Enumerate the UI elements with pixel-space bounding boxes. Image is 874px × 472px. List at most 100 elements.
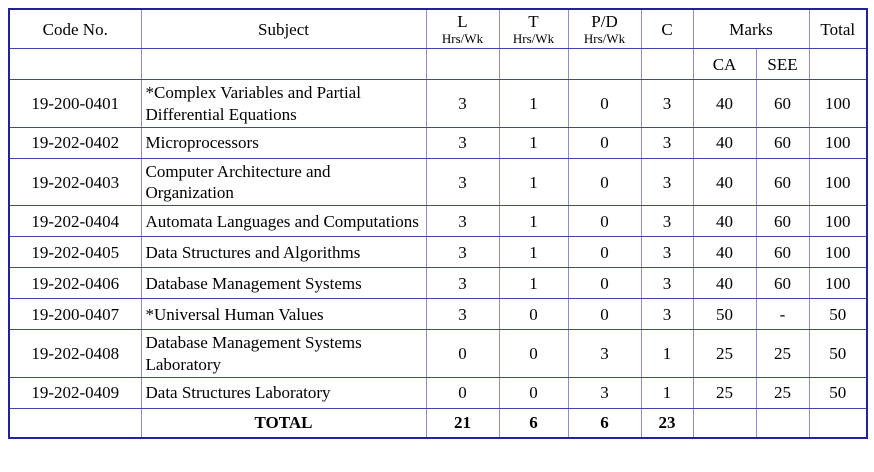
cell-practical-hrs: 3 <box>567 329 642 378</box>
cell-tutorial-hrs: 1 <box>498 126 569 159</box>
empty-cell <box>567 48 642 81</box>
cell-subject: Data Structures Laboratory <box>140 376 427 409</box>
cell-tutorial-hrs: 1 <box>498 236 569 269</box>
total-practical-hrs: 6 <box>567 407 642 439</box>
cell-total-marks: 100 <box>808 236 868 269</box>
cell-practical-hrs: 0 <box>567 79 642 128</box>
cell-see-marks: 60 <box>755 236 810 269</box>
empty-cell <box>8 407 142 439</box>
cell-total-marks: 100 <box>808 205 868 238</box>
cell-ca-marks: 25 <box>692 376 757 409</box>
course-credits-table: Code No. Subject L Hrs/Wk T Hrs/Wk P/D H… <box>8 8 869 439</box>
cell-code-no: 19-202-0408 <box>8 329 142 378</box>
empty-cell <box>498 48 569 81</box>
empty-cell <box>8 48 142 81</box>
header-code-no: Code No. <box>8 8 142 50</box>
header-lecture-letter: L <box>457 12 468 31</box>
cell-tutorial-hrs: 1 <box>498 267 569 300</box>
cell-practical-hrs: 0 <box>567 157 642 207</box>
cell-tutorial-hrs: 1 <box>498 79 569 128</box>
cell-credits: 3 <box>640 236 694 269</box>
cell-lecture-hrs: 3 <box>425 79 500 128</box>
empty-cell <box>640 48 694 81</box>
cell-tutorial-hrs: 1 <box>498 205 569 238</box>
total-row: TOTAL 21 6 6 23 <box>8 407 868 439</box>
empty-cell <box>692 407 757 439</box>
total-tutorial-hrs: 6 <box>498 407 569 439</box>
cell-total-marks: 50 <box>808 298 868 331</box>
header-lecture-hrs: L Hrs/Wk <box>425 8 500 50</box>
course-row: 19-202-0403 Computer Architecture and Or… <box>8 157 868 207</box>
header-practical-letter: P/D <box>591 12 618 31</box>
cell-code-no: 19-202-0404 <box>8 205 142 238</box>
cell-ca-marks: 40 <box>692 79 757 128</box>
cell-tutorial-hrs: 0 <box>498 329 569 378</box>
cell-credits: 3 <box>640 205 694 238</box>
cell-subject: *Universal Human Values <box>140 298 427 331</box>
empty-cell <box>425 48 500 81</box>
course-row: 19-200-0401 *Complex Variables and Parti… <box>8 79 868 128</box>
cell-see-marks: - <box>755 298 810 331</box>
header-credits: C <box>640 8 694 50</box>
cell-lecture-hrs: 3 <box>425 267 500 300</box>
cell-subject: Microprocessors <box>140 126 427 159</box>
header-tutorial-letter: T <box>528 12 539 31</box>
cell-credits: 3 <box>640 157 694 207</box>
cell-practical-hrs: 0 <box>567 126 642 159</box>
course-row: 19-202-0409 Data Structures Laboratory 0… <box>8 376 868 409</box>
cell-total-marks: 50 <box>808 329 868 378</box>
cell-practical-hrs: 0 <box>567 205 642 238</box>
header-ca: CA <box>692 48 757 81</box>
cell-see-marks: 60 <box>755 79 810 128</box>
cell-tutorial-hrs: 0 <box>498 298 569 331</box>
cell-credits: 1 <box>640 329 694 378</box>
cell-credits: 1 <box>640 376 694 409</box>
cell-see-marks: 25 <box>755 329 810 378</box>
subheader-row: CA SEE <box>8 48 868 81</box>
course-row: 19-202-0405 Data Structures and Algorith… <box>8 236 868 269</box>
cell-total-marks: 50 <box>808 376 868 409</box>
cell-code-no: 19-202-0405 <box>8 236 142 269</box>
cell-lecture-hrs: 0 <box>425 376 500 409</box>
empty-cell <box>755 407 810 439</box>
cell-practical-hrs: 0 <box>567 236 642 269</box>
cell-subject: Automata Languages and Computations <box>140 205 427 238</box>
header-row: Code No. Subject L Hrs/Wk T Hrs/Wk P/D H… <box>8 8 868 50</box>
cell-code-no: 19-200-0407 <box>8 298 142 331</box>
cell-ca-marks: 40 <box>692 236 757 269</box>
cell-subject: *Complex Variables and Partial Different… <box>140 79 427 128</box>
cell-subject: Computer Architecture and Organization <box>140 157 427 207</box>
cell-lecture-hrs: 3 <box>425 236 500 269</box>
header-practical-hrs: P/D Hrs/Wk <box>567 8 642 50</box>
course-row: 19-202-0406 Database Management Systems … <box>8 267 868 300</box>
course-row: 19-202-0408 Database Management Systems … <box>8 329 868 378</box>
cell-code-no: 19-200-0401 <box>8 79 142 128</box>
cell-code-no: 19-202-0406 <box>8 267 142 300</box>
cell-ca-marks: 40 <box>692 205 757 238</box>
cell-ca-marks: 40 <box>692 126 757 159</box>
cell-subject: Database Management Systems <box>140 267 427 300</box>
empty-cell <box>140 48 427 81</box>
cell-see-marks: 25 <box>755 376 810 409</box>
cell-see-marks: 60 <box>755 267 810 300</box>
cell-practical-hrs: 0 <box>567 267 642 300</box>
cell-code-no: 19-202-0403 <box>8 157 142 207</box>
cell-see-marks: 60 <box>755 205 810 238</box>
header-total: Total <box>808 8 868 50</box>
course-row: 19-200-0407 *Universal Human Values 3 0 … <box>8 298 868 331</box>
cell-total-marks: 100 <box>808 157 868 207</box>
header-lecture-unit: Hrs/Wk <box>441 30 484 46</box>
cell-total-marks: 100 <box>808 79 868 128</box>
cell-credits: 3 <box>640 267 694 300</box>
empty-cell <box>808 407 868 439</box>
cell-total-marks: 100 <box>808 267 868 300</box>
header-subject: Subject <box>140 8 427 50</box>
cell-code-no: 19-202-0402 <box>8 126 142 159</box>
cell-ca-marks: 50 <box>692 298 757 331</box>
total-lecture-hrs: 21 <box>425 407 500 439</box>
total-label: TOTAL <box>140 407 427 439</box>
header-tutorial-hrs: T Hrs/Wk <box>498 8 569 50</box>
cell-practical-hrs: 0 <box>567 298 642 331</box>
cell-see-marks: 60 <box>755 157 810 207</box>
